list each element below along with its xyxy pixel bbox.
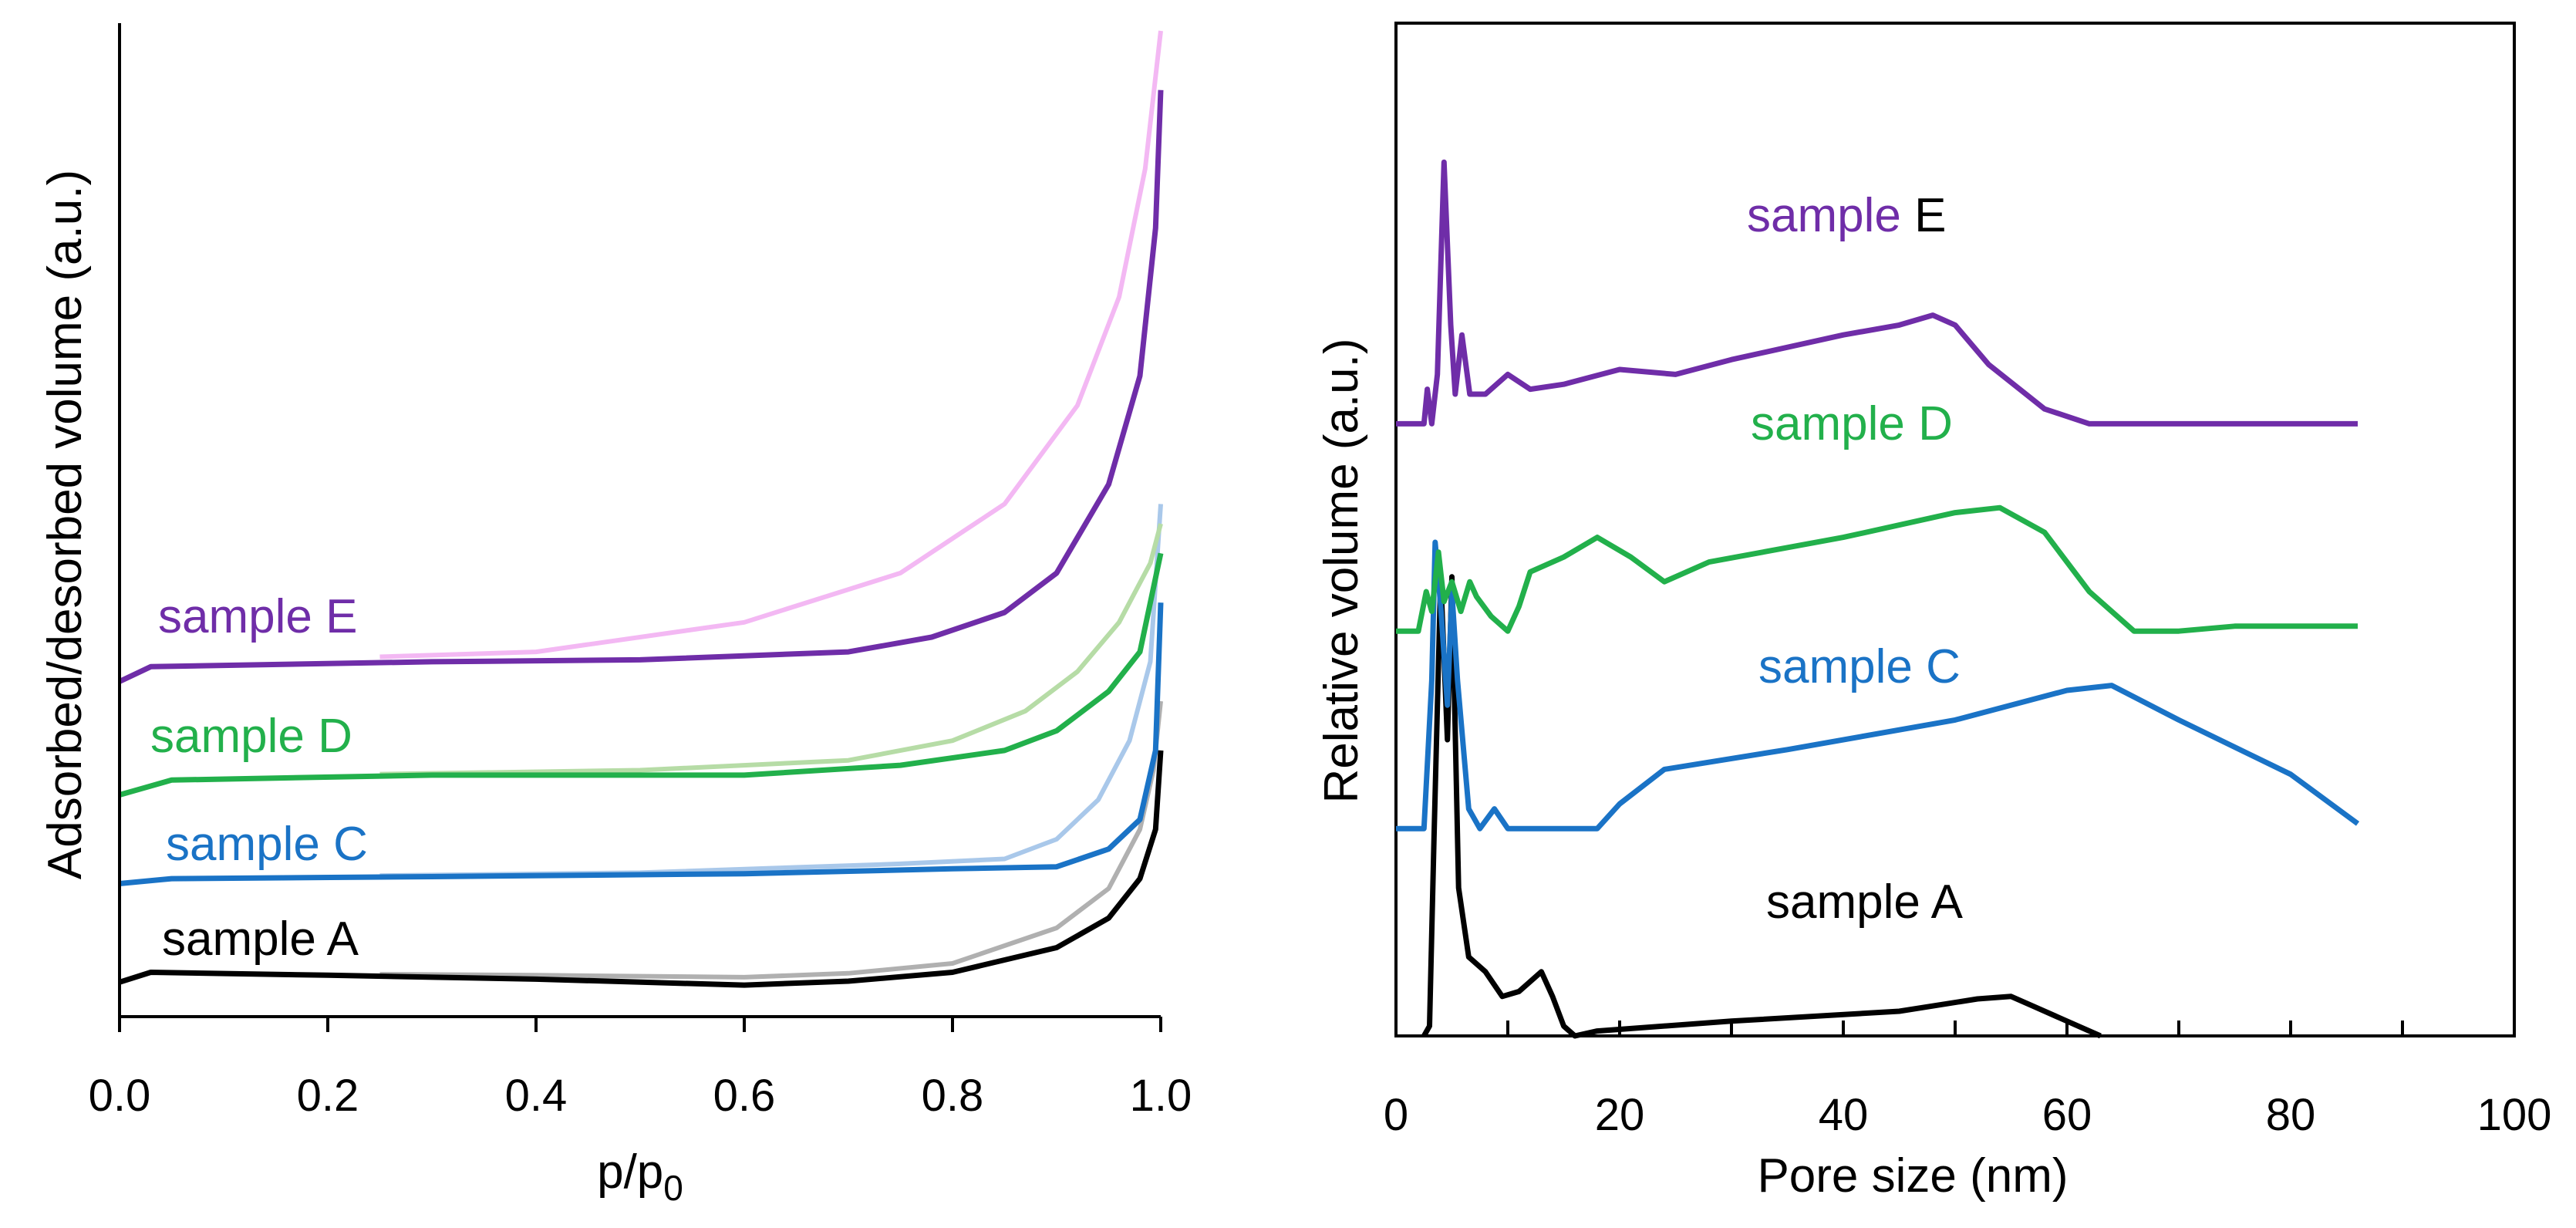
isotherm-label-sample-A: sample A bbox=[162, 913, 359, 966]
isotherm-adsorption-line-sample-A bbox=[118, 750, 1164, 988]
isotherm-x-tick-label: 0.4 bbox=[505, 1071, 568, 1121]
isotherm-desorption-line-sample-E bbox=[379, 30, 1163, 660]
pore-size-x-tick-label: 80 bbox=[2266, 1090, 2316, 1140]
isotherm-x-ticks: 0.0 0.2 0.4 0.6 0.8 1.0 bbox=[89, 1017, 1192, 1121]
pore-size-line-sample-D bbox=[1396, 504, 2358, 634]
isotherm-x-axis-title: p/p0 bbox=[597, 1145, 683, 1208]
pore-size-x-ticks: 0 20 40 60 80 100 bbox=[1384, 1021, 2552, 1140]
isotherm-x-axis-subscript: 0 bbox=[663, 1168, 683, 1208]
isotherm-series-group bbox=[118, 30, 1164, 988]
isotherm-y-axis-title: Adsorbed/desorbed volume (a.u.) bbox=[39, 170, 92, 879]
isotherm-adsorption-line-sample-E bbox=[118, 89, 1164, 684]
pore-size-label-text: sample D bbox=[1751, 397, 1953, 450]
pore-size-x-tick-label: 0 bbox=[1384, 1090, 1408, 1140]
pore-size-x-tick-label: 40 bbox=[1819, 1090, 1869, 1140]
isotherm-label-sample-D: sample D bbox=[150, 710, 352, 763]
isotherm-adsorption-line-sample-C bbox=[119, 602, 1164, 886]
isotherm-label-sample-E: sample E bbox=[158, 590, 357, 643]
pore-size-label-sample-C: sample C bbox=[1758, 640, 1961, 693]
isotherm-series-labels: sample E sample D sample C sample A bbox=[150, 590, 368, 966]
isotherm-desorption-line-sample-D bbox=[379, 523, 1163, 777]
isotherm-adsorption-line-sample-D bbox=[119, 552, 1164, 798]
pore-size-label-text: sample C bbox=[1758, 640, 1961, 693]
pore-size-x-axis-title: Pore size (nm) bbox=[1757, 1149, 2068, 1203]
isotherm-desorption-line-sample-A bbox=[379, 700, 1163, 980]
isotherm-desorption-line-sample-C bbox=[379, 504, 1163, 879]
pore-size-y-axis-title: Relative volume (a.u.) bbox=[1315, 338, 1368, 803]
pore-size-label-text: sample A bbox=[1766, 875, 1964, 929]
pore-size-line-sample-E bbox=[1396, 159, 2358, 427]
pore-size-x-tick-label: 60 bbox=[2042, 1090, 2092, 1140]
pore-size-label-tail: E bbox=[1914, 189, 1946, 242]
pore-size-x-tick-label: 100 bbox=[2477, 1090, 2552, 1140]
isotherm-label-sample-C: sample C bbox=[166, 818, 368, 871]
isotherm-x-tick-label: 0.2 bbox=[297, 1071, 359, 1121]
isotherm-x-tick-label: 0.8 bbox=[922, 1071, 984, 1121]
pore-size-label-sample-E: sample E bbox=[1747, 189, 1946, 242]
pore-size-label-text: sample bbox=[1747, 189, 1914, 242]
pore-size-series-group bbox=[1396, 159, 2360, 1039]
pore-size-label-sample-D: sample D bbox=[1751, 397, 1953, 450]
pore-size-label-sample-A: sample A bbox=[1766, 875, 1964, 929]
isotherm-x-tick-label: 1.0 bbox=[1130, 1071, 1192, 1121]
isotherm-x-tick-label: 0.0 bbox=[89, 1071, 151, 1121]
isotherm-x-tick-label: 0.6 bbox=[713, 1071, 776, 1121]
pore-size-x-tick-label: 20 bbox=[1595, 1090, 1645, 1140]
